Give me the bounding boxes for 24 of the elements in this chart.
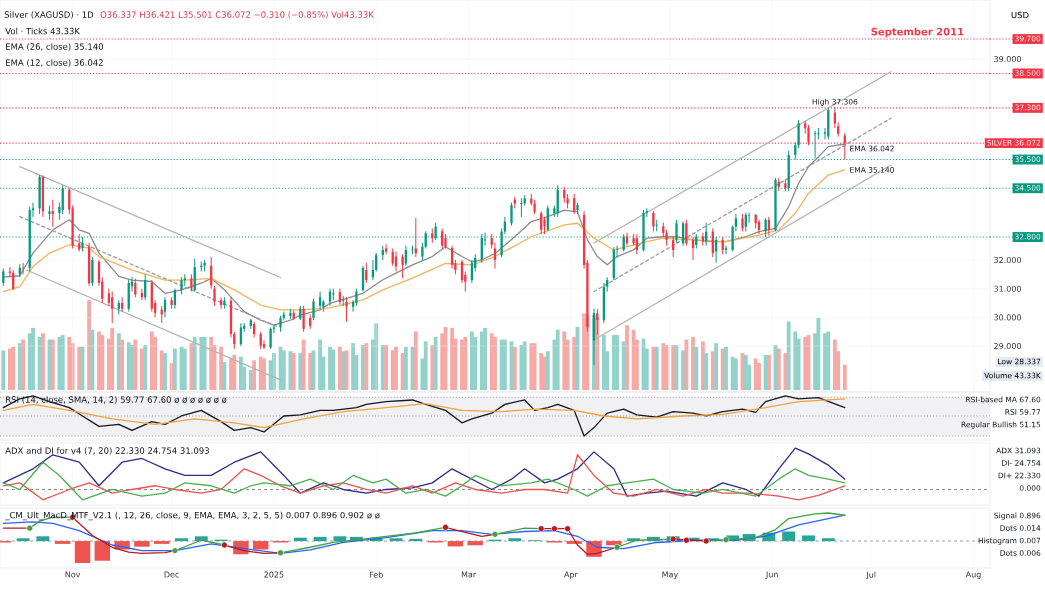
annotation: EMA (26, close) 35.140: [6, 43, 104, 51]
y-tick-label: 29.000: [994, 343, 1021, 350]
x-tick-label: Dec: [164, 571, 179, 578]
x-tick-label: May: [662, 571, 678, 580]
annotation: EMA (12, close) 36.042: [6, 59, 103, 67]
y-tick-label: 30.000: [994, 314, 1021, 321]
x-tick-label: Jul: [865, 571, 876, 580]
y-axis-title: USD: [1011, 11, 1029, 19]
annotation: _CM_Ult_MacD_MTF_V2.1 (, 12, 26, close, 9, EMA, EMA, 3, 2, 5, 5) 0.007 0.896 0.902 ø ø: [5, 511, 380, 521]
x-tick-label: Jun: [765, 571, 778, 579]
y-tick-label: 39.000: [994, 56, 1021, 63]
annotation: Vol · Ticks 43.33K: [5, 27, 81, 35]
x-tick-label: Apr: [564, 571, 578, 580]
annotation: September 2011: [871, 27, 964, 38]
x-tick-label: 2025: [264, 571, 284, 578]
annotation: O36.337 H36.421 L35.501 C36.072 −0.310 (−0.85%) Vol43.33K: [100, 11, 374, 19]
text: Silver (XAGUSD) · 1D: [4, 11, 94, 19]
x-tick-label: Mar: [461, 571, 477, 578]
x-tick-label: Aug: [965, 571, 981, 580]
x-tick-label: Nov: [65, 571, 81, 578]
y-tick-label: 31.000: [994, 285, 1021, 292]
y-tick-label: 32.000: [994, 256, 1021, 263]
x-tick-label: Feb: [369, 571, 383, 578]
annotation: ADX and DI for v4 (7, 20) 22.330 24.754 31.093: [5, 447, 209, 455]
